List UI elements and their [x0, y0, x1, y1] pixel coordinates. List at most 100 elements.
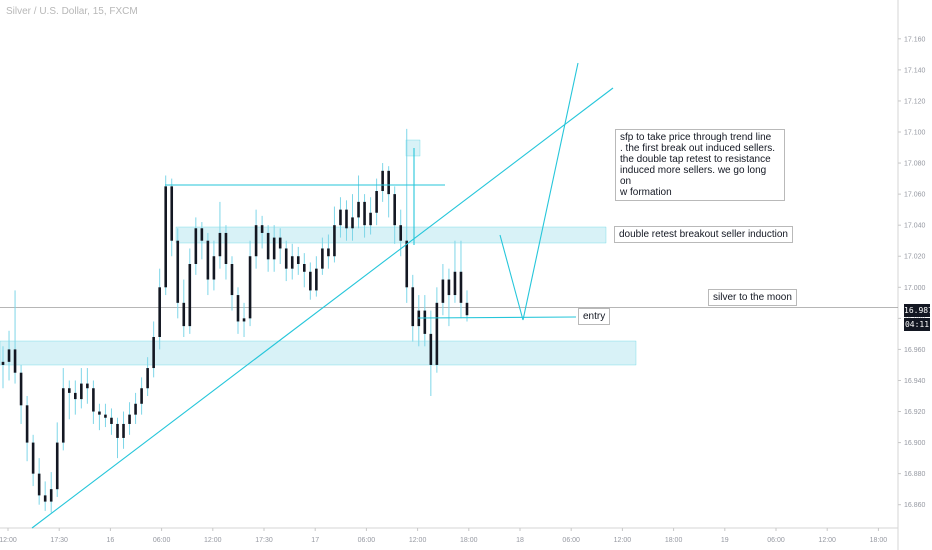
candle-body [387, 170, 390, 195]
candle-body [339, 209, 342, 226]
candle-body [128, 414, 131, 424]
candle [140, 377, 143, 415]
candle [339, 197, 342, 238]
candle [309, 262, 312, 300]
candle [170, 178, 174, 257]
candle [441, 264, 445, 316]
y-tick-label: 17.020 [904, 254, 926, 261]
candle [369, 197, 372, 235]
candle-body [86, 383, 89, 389]
candle [236, 287, 240, 334]
candle [351, 194, 354, 241]
candle [19, 364, 23, 424]
candle [176, 228, 180, 319]
candle [284, 240, 288, 282]
candle [242, 302, 246, 337]
candle-body [447, 279, 451, 296]
entry-annotation-text: entry [583, 311, 606, 322]
candle [158, 268, 161, 350]
candle-body [302, 264, 306, 272]
candle-body [230, 264, 234, 296]
candle-body [254, 225, 258, 257]
candle-body [441, 279, 445, 303]
candle-body [321, 248, 324, 269]
sfp-annotation-text: sfp to take price through trend line . t… [620, 132, 776, 198]
candle-body [74, 392, 77, 400]
candle [152, 321, 155, 378]
x-tick-label: 16 [107, 537, 115, 544]
retest-annotation[interactable]: double retest breakout seller induction [614, 226, 793, 243]
candle-body [465, 302, 469, 316]
candle [67, 380, 71, 420]
candle-body [429, 333, 433, 365]
candle-body [284, 248, 288, 269]
candle-body [236, 295, 240, 322]
candle-body [242, 318, 246, 322]
candle [110, 408, 113, 435]
x-tick-label: 17:30 [255, 537, 273, 544]
candle [49, 472, 53, 513]
x-tick-label: 17 [311, 537, 319, 544]
sfp-annotation[interactable]: sfp to take price through trend line . t… [615, 129, 785, 201]
y-tick-label: 17.100 [904, 130, 926, 137]
x-tick-label: 06:00 [767, 537, 785, 544]
y-tick-label: 16.860 [904, 502, 926, 509]
candle-body [351, 217, 354, 229]
symbol-title: Silver / U.S. Dollar, 15, FXCM [6, 6, 138, 17]
moon-annotation[interactable]: silver to the moon [708, 289, 797, 306]
current-price-tag: 16.987 [904, 304, 932, 317]
candle [116, 417, 119, 459]
candle [393, 186, 396, 244]
candle-body [266, 232, 270, 260]
candle-body [92, 388, 95, 412]
candle-body [206, 240, 210, 280]
candle [74, 380, 77, 415]
candle-body [19, 372, 23, 406]
candle-body [345, 209, 348, 229]
candle [86, 368, 89, 404]
candle-body [122, 423, 125, 438]
candle [435, 287, 439, 373]
x-tick-label: 18:00 [460, 537, 478, 544]
resistance-zone [175, 226, 607, 244]
entry-line [417, 316, 577, 319]
candle-body [327, 248, 330, 257]
y-tick-label: 16.900 [904, 440, 926, 447]
w-projection-path [499, 62, 579, 321]
candle-body [212, 256, 216, 280]
candle-body [435, 302, 439, 365]
candle [381, 163, 384, 202]
candle [278, 228, 282, 264]
candle [7, 330, 11, 381]
candle-body [369, 212, 372, 226]
candle-body [164, 186, 168, 288]
candle [194, 217, 198, 275]
x-tick-label: 19 [721, 537, 729, 544]
candle [465, 290, 469, 322]
candle-body [188, 264, 192, 327]
candle-body [13, 349, 17, 373]
candle-body [393, 194, 396, 226]
candle [206, 232, 210, 296]
x-tick-label: 12:00 [818, 537, 836, 544]
candle-body [176, 240, 180, 303]
y-tick-label: 16.940 [904, 378, 926, 385]
candle-body [194, 228, 198, 264]
candle [290, 243, 294, 280]
candle-body [333, 225, 336, 257]
candle [230, 256, 234, 311]
candle [315, 256, 318, 297]
candle-body [224, 232, 228, 264]
entry-annotation[interactable]: entry [578, 308, 611, 325]
y-tick-label: 17.120 [904, 98, 926, 105]
y-tick-label: 16.960 [904, 347, 926, 354]
candle [453, 240, 457, 303]
candle-body [309, 271, 312, 291]
candle-body [357, 201, 360, 218]
candle [405, 128, 409, 303]
candle [248, 240, 252, 327]
candle [266, 225, 270, 272]
candle [80, 368, 83, 409]
